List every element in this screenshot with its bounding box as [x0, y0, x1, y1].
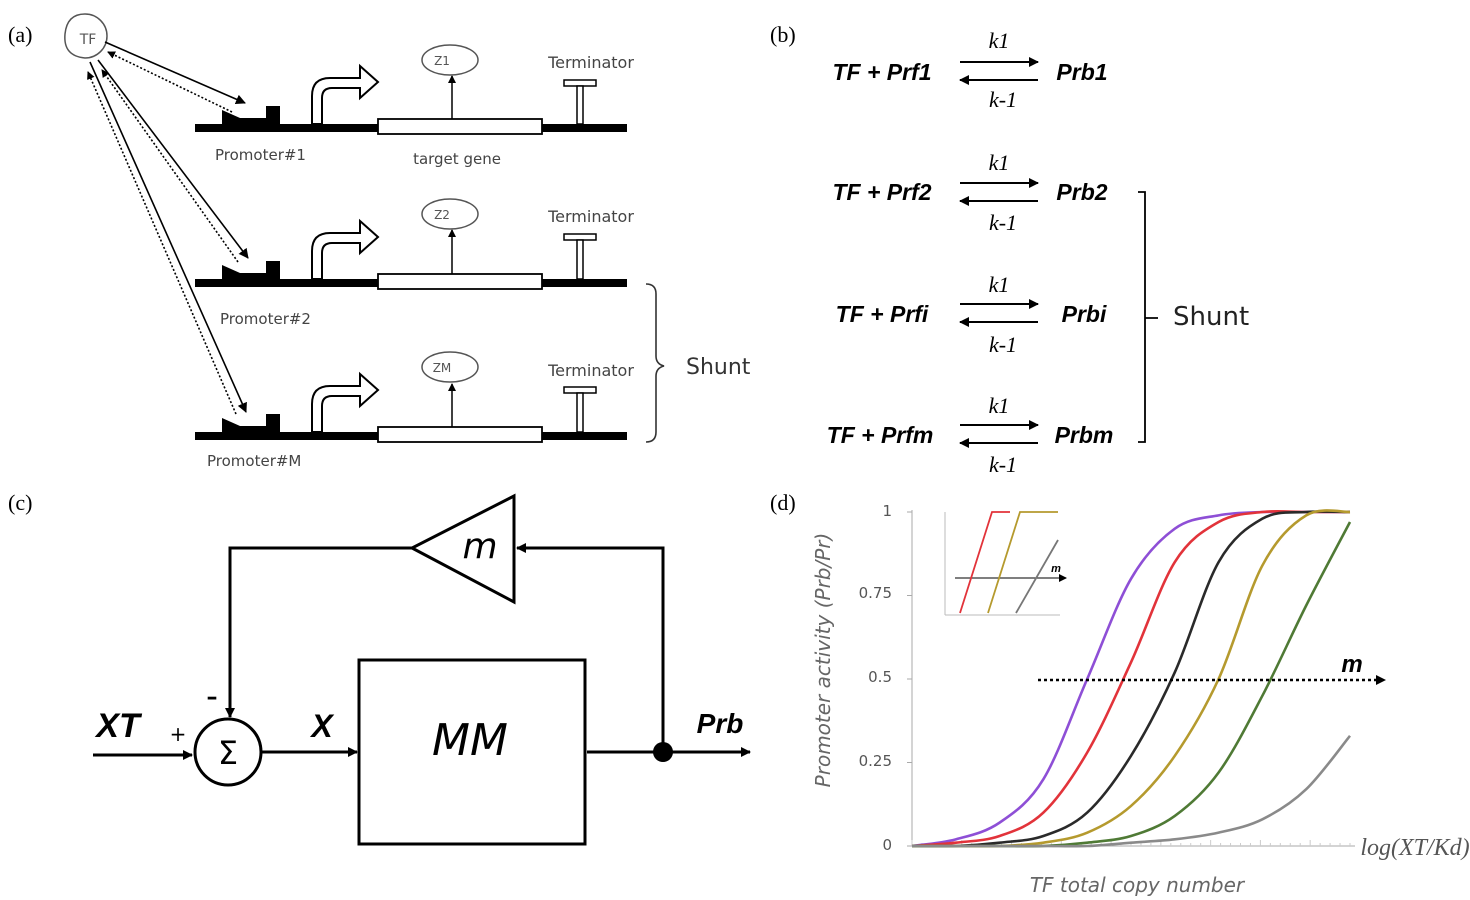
reaction-2-kr: k-1 — [989, 210, 1017, 235]
tf-bubble — [64, 13, 108, 59]
mm-block — [357, 658, 587, 846]
summing-junction — [193, 717, 263, 787]
y-tick-label-0: 0 — [882, 836, 892, 854]
reaction-m-kr: k-1 — [989, 452, 1017, 477]
terminator-label-m: Terminator — [547, 361, 634, 380]
tf-label: TF — [79, 32, 97, 48]
terminator-label-1: Terminator — [547, 53, 634, 72]
input-label: XT — [94, 707, 143, 745]
x-axis-end-label: log(XT/Kd) — [1360, 835, 1469, 861]
gene-construct-1 — [195, 44, 627, 135]
sum-symbol: Σ — [218, 734, 238, 772]
reaction-1-kr: k-1 — [989, 87, 1017, 112]
y-tick-label-1: 1 — [882, 502, 892, 520]
output-label: Prb — [697, 708, 744, 739]
curve-6 — [912, 734, 1352, 848]
gene-construct-m — [195, 351, 627, 443]
reaction-m-right: Prbm — [1055, 422, 1114, 448]
panel-d-letter: (d) — [770, 490, 796, 515]
panel-a: TF — [64, 13, 751, 470]
panel-c-letter: (c) — [8, 490, 33, 515]
gain-triangle — [408, 493, 516, 605]
promoter-label-m: Promoter#M — [207, 452, 301, 470]
inset-line-red — [959, 511, 1010, 614]
panel-a-letter: (a) — [8, 22, 33, 47]
reaction-i-left: TF + Prfi — [836, 301, 929, 327]
reaction-i-right: Prbi — [1062, 301, 1107, 327]
shunt-label-b: Shunt — [1173, 302, 1249, 332]
y-tick-group — [907, 511, 912, 847]
reaction-i-kr: k-1 — [989, 332, 1017, 357]
reaction-1-right: Prb1 — [1056, 59, 1107, 85]
shunt-bracket-a — [645, 283, 665, 443]
promoter-label-2: Promoter#2 — [220, 310, 311, 328]
mm-label: MM — [432, 715, 508, 766]
y-tick-label-025: 0.25 — [859, 752, 892, 770]
gain-label: m — [462, 526, 497, 567]
terminator-label-2: Terminator — [547, 207, 634, 226]
promoter-label-1: Promoter#1 — [215, 146, 306, 164]
y-tick-label-05: 0.5 — [868, 668, 892, 686]
curve-5 — [912, 521, 1352, 848]
output-label-m: ZM — [433, 361, 452, 375]
shunt-label-a: Shunt — [686, 355, 751, 380]
inset-plot: m — [944, 511, 1067, 616]
curve-2 — [911, 509, 1350, 848]
inset-line-gray — [1015, 539, 1059, 614]
curve-4 — [912, 509, 1351, 848]
inset-m-label: m — [1051, 563, 1061, 575]
x-axis-label: TF total copy number — [1030, 873, 1246, 897]
reaction-i-kf: k1 — [989, 272, 1010, 297]
inset-line-gold — [987, 511, 1058, 614]
panel-b-letter: (b) — [770, 22, 796, 47]
plus-sign: + — [170, 722, 187, 746]
target-gene-label: target gene — [413, 150, 501, 168]
x-label: X — [309, 708, 334, 744]
panel-b: TF + Prf1 Prb1 k1 k-1 TF + Prf2 Prb2 k1 … — [827, 28, 1250, 477]
y-tick-label-075: 0.75 — [859, 584, 892, 602]
m-arrow-label: m — [1341, 651, 1362, 678]
output-label-1: Z1 — [434, 54, 450, 68]
shunt-bracket-b — [1138, 191, 1158, 443]
curve-group — [911, 509, 1352, 848]
reaction-1-left: TF + Prf1 — [832, 59, 931, 85]
reaction-m-left: TF + Prfm — [827, 422, 934, 448]
y-axis-label: Promoter activity (Prb/Pr) — [811, 533, 835, 788]
minus-sign: – — [207, 685, 218, 710]
gene-construct-2 — [195, 198, 627, 290]
reaction-1-kf: k1 — [989, 28, 1010, 53]
panel-d: 0 0.25 0.5 0.75 1 Promoter activity (Prb… — [811, 502, 1470, 897]
reaction-m-kf: k1 — [989, 393, 1010, 418]
reaction-2-right: Prb2 — [1056, 179, 1107, 205]
output-label-2: Z2 — [434, 208, 450, 222]
reaction-2-kf: k1 — [989, 150, 1010, 175]
panel-c: Σ MM m XT + – X Prb — [93, 493, 751, 846]
reaction-2-left: TF + Prf2 — [832, 179, 931, 205]
curve-3 — [911, 510, 1351, 848]
